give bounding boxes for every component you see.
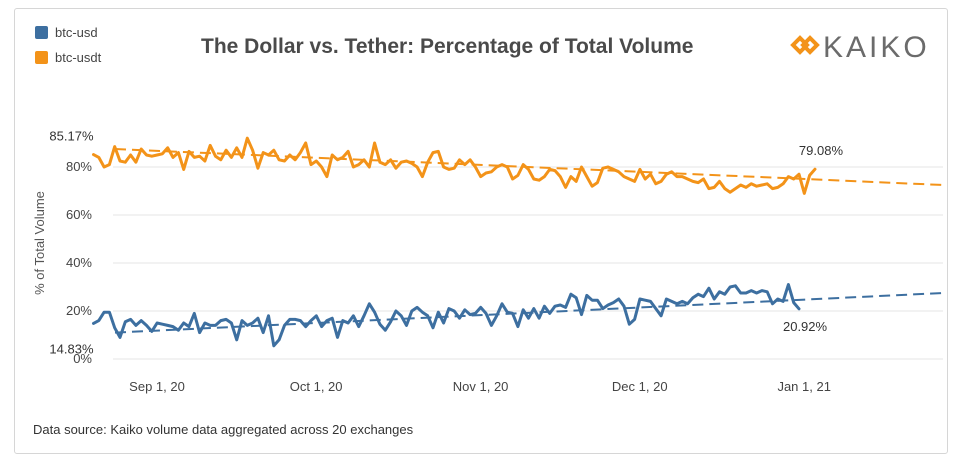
logo-text: KAIKO bbox=[823, 31, 930, 64]
annotations: 85.17% 79.08% 14.83% 20.92% bbox=[49, 129, 843, 357]
annotation-btc-usd-start: 14.83% bbox=[49, 341, 94, 356]
logo-diamond-right bbox=[800, 35, 820, 55]
annotation-btc-usdt-start: 85.17% bbox=[49, 129, 94, 144]
series-lines bbox=[92, 136, 817, 348]
chart-canvas: The Dollar vs. Tether: Percentage of Tot… bbox=[32, 25, 944, 437]
y-tick-label: 40% bbox=[66, 255, 92, 270]
annotation-btc-usd-end: 20.92% bbox=[783, 319, 828, 334]
x-tick-labels: Sep 1, 20 Oct 1, 20 Nov 1, 20 Dec 1, 20 Jan … bbox=[129, 379, 831, 394]
legend-swatch-btc-usdt bbox=[35, 51, 48, 64]
x-tick-label: Dec 1, 20 bbox=[612, 379, 668, 394]
kaiko-logo: KAIKO bbox=[790, 31, 930, 64]
x-tick-label: Oct 1, 20 bbox=[290, 379, 343, 394]
x-tick-label: Nov 1, 20 bbox=[453, 379, 509, 394]
trendline-btc-usd bbox=[114, 292, 944, 334]
trendlines bbox=[114, 148, 944, 334]
y-tick-labels: 0% 20% 40% 60% 80% bbox=[66, 159, 92, 366]
x-tick-label: Sep 1, 20 bbox=[129, 379, 185, 394]
logo-diamond-left bbox=[790, 35, 810, 55]
y-tick-label: 0% bbox=[73, 351, 92, 366]
series-line-btc-usd bbox=[92, 283, 801, 348]
legend-item-btc-usd: btc-usd bbox=[35, 25, 98, 40]
y-axis-label: % of Total Volume bbox=[32, 191, 47, 295]
series-line-btc-usdt bbox=[92, 136, 817, 195]
y-tick-label: 80% bbox=[66, 159, 92, 174]
y-tick-label: 20% bbox=[66, 303, 92, 318]
legend-label-btc-usd: btc-usd bbox=[55, 25, 98, 40]
legend: btc-usd btc-usdt bbox=[35, 25, 102, 65]
annotation-btc-usdt-end: 79.08% bbox=[799, 143, 844, 158]
y-tick-label: 60% bbox=[66, 207, 92, 222]
data-source-note: Data source: Kaiko volume data aggregate… bbox=[33, 422, 414, 437]
legend-label-btc-usdt: btc-usdt bbox=[55, 50, 102, 65]
legend-swatch-btc-usd bbox=[35, 26, 48, 39]
chart-title: The Dollar vs. Tether: Percentage of Tot… bbox=[201, 35, 693, 58]
x-tick-label: Jan 1, 21 bbox=[777, 379, 831, 394]
legend-item-btc-usdt: btc-usdt bbox=[35, 50, 102, 65]
chart-frame: The Dollar vs. Tether: Percentage of Tot… bbox=[14, 8, 948, 454]
